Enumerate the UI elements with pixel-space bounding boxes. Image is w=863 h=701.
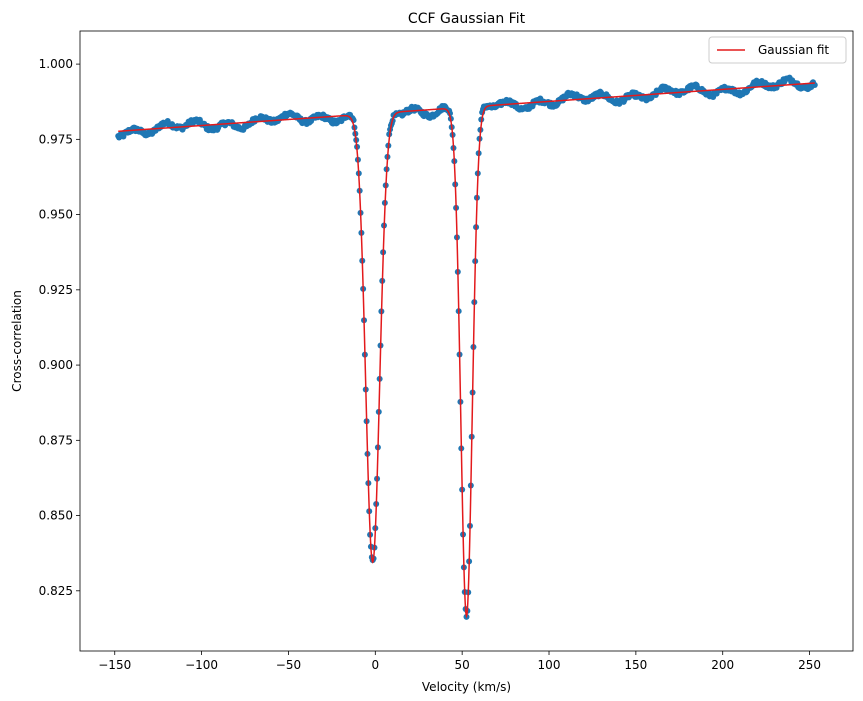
- x-tick-label: 0: [371, 658, 379, 672]
- y-tick-label: 0.950: [39, 208, 73, 222]
- x-tick-label: 100: [538, 658, 561, 672]
- legend: Gaussian fit: [708, 36, 847, 64]
- x-tick-label: −50: [276, 658, 301, 672]
- y-tick-label: 0.850: [39, 509, 73, 523]
- y-axis-ticks: 0.825 0.850 0.875 0.900 0.925 0.950 0.975 1.000: [39, 57, 80, 598]
- y-tick-label: 0.875: [39, 433, 73, 447]
- chart-title: CCF Gaussian Fit: [408, 11, 526, 27]
- y-tick-label: 0.925: [39, 283, 73, 297]
- x-tick-label: 200: [711, 658, 734, 672]
- x-tick-label: 250: [798, 658, 821, 672]
- gaussian-fit-line: [118, 82, 815, 619]
- y-tick-label: 0.975: [39, 132, 73, 146]
- x-tick-label: 150: [624, 658, 647, 672]
- x-axis-ticks: −150 −100 −50 0 50 100 150 200 250: [98, 651, 821, 672]
- x-axis-label: Velocity (km/s): [422, 680, 511, 694]
- y-axis-label: Cross-correlation: [10, 290, 24, 392]
- x-tick-label: −100: [185, 658, 218, 672]
- y-tick-label: 0.825: [39, 584, 73, 598]
- plot-area: [115, 74, 818, 620]
- legend-box: [708, 36, 847, 64]
- y-tick-label: 0.900: [39, 358, 73, 372]
- x-tick-label: −150: [98, 658, 131, 672]
- y-tick-label: 1.000: [39, 57, 73, 71]
- x-tick-label: 50: [455, 658, 470, 672]
- legend-label-gaussian-fit: Gaussian fit: [758, 43, 829, 57]
- data-points: [115, 74, 818, 620]
- axes-frame: [79, 30, 854, 652]
